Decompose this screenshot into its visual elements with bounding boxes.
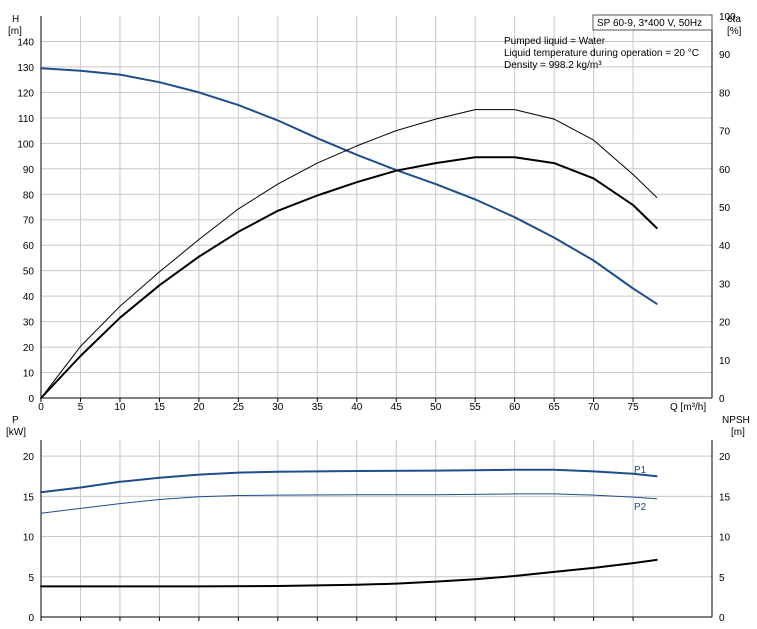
x-tick-label: 20 (193, 402, 205, 413)
eta-tick-label: 10 (719, 356, 731, 367)
top-chart-curves (40, 67, 658, 399)
eta-tick-label: 60 (719, 165, 731, 176)
npsh-curve (40, 558, 658, 588)
npsh-tick-label: 15 (719, 492, 731, 503)
x-tick-label: 75 (627, 402, 639, 413)
power-tick-label: 5 (28, 573, 34, 584)
npsh-axis-unit: [m] (731, 427, 745, 438)
head-curve (40, 67, 658, 305)
x-tick-label: 10 (114, 402, 126, 413)
p2-series-label: P2 (634, 502, 647, 513)
top-right-tick-labels: 0 10 20 30 40 50 60 70 80 90 100 (719, 12, 736, 405)
pump-model-label: SP 60-9, 3*400 V, 50Hz (597, 18, 702, 29)
head-tick-label: 140 (17, 37, 34, 48)
x-tick-label: 70 (588, 402, 600, 413)
eta-tick-label: 80 (719, 88, 731, 99)
npsh-tick-label: 0 (719, 613, 725, 624)
head-tick-label: 10 (23, 369, 35, 380)
power-axis-label: P (12, 415, 19, 426)
liquid-note: Pumped liquid = Water (504, 36, 606, 47)
npsh-tick-label: 10 (719, 533, 731, 544)
npsh-tick-label: 5 (719, 573, 725, 584)
head-tick-label: 80 (23, 190, 35, 201)
x-tick-label: 50 (430, 402, 442, 413)
top-chart-grid (40, 16, 712, 402)
eta-tick-label: 20 (719, 318, 731, 329)
head-tick-label: 130 (17, 63, 34, 74)
power-tick-label: 20 (23, 452, 35, 463)
power-tick-label: 10 (23, 533, 35, 544)
bottom-right-tick-labels: 0 5 10 15 20 (719, 452, 731, 624)
x-tick-label: 0 (38, 402, 44, 413)
x-tick-label: 35 (312, 402, 324, 413)
power-thin-curve (40, 493, 658, 514)
x-tick-label: 40 (351, 402, 363, 413)
flow-axis-label: Q [m³/h] (670, 402, 706, 413)
x-tick-label: 25 (233, 402, 245, 413)
bottom-left-tick-labels: 0 5 10 15 20 (23, 452, 35, 624)
eta-tick-label: 70 (719, 127, 731, 138)
density-note: Density = 998.2 kg/m³ (504, 60, 602, 71)
npsh-axis-label: NPSH (722, 415, 750, 426)
head-tick-label: 120 (17, 88, 34, 99)
eta-tick-label: 0 (719, 394, 725, 405)
x-tick-label: 60 (509, 402, 521, 413)
power-tick-label: 0 (28, 613, 34, 624)
head-tick-label: 100 (17, 139, 34, 150)
x-tick-label: 65 (549, 402, 561, 413)
eta-tick-label: 30 (719, 279, 731, 290)
x-tick-label: 30 (272, 402, 284, 413)
x-tick-label: 15 (154, 402, 166, 413)
eta-tick-label: 90 (719, 50, 731, 61)
head-tick-label: 30 (23, 318, 35, 329)
x-tick-label: 55 (470, 402, 482, 413)
head-tick-label: 90 (23, 165, 35, 176)
temperature-note: Liquid temperature during operation = 20… (504, 48, 699, 59)
head-axis-unit: [m] (8, 26, 22, 37)
x-tick-label: 45 (391, 402, 403, 413)
eta-thin-curve (40, 109, 658, 399)
bottom-chart-curves (40, 468, 658, 588)
eta-tick-label: 40 (719, 241, 731, 252)
power-thick-curve (40, 468, 658, 494)
head-tick-label: 20 (23, 343, 35, 354)
head-axis-label: H (12, 14, 19, 25)
p1-series-label: P1 (634, 465, 647, 476)
power-tick-label: 15 (23, 492, 35, 503)
head-tick-label: 60 (23, 241, 35, 252)
eta-axis-unit: [%] (727, 26, 742, 37)
top-left-tick-labels: 0 10 20 30 40 50 60 70 80 90 100 110 120 130 140 (17, 37, 34, 405)
x-tick-label: 5 (78, 402, 84, 413)
head-tick-label: 40 (23, 292, 35, 303)
eta-tick-label: 100 (719, 12, 736, 23)
power-axis-unit: [kW] (6, 427, 26, 438)
head-tick-label: 50 (23, 267, 35, 278)
pump-info-box (592, 14, 713, 31)
bottom-chart-grid (40, 440, 712, 621)
eta-thick-curve (40, 156, 658, 399)
eta-axis-label: eta (727, 14, 741, 25)
head-tick-label: 70 (23, 216, 35, 227)
head-tick-label: 0 (28, 394, 34, 405)
head-tick-label: 110 (18, 114, 34, 125)
npsh-tick-label: 20 (719, 452, 731, 463)
top-x-tick-labels: 0 5 10 15 20 25 30 35 40 45 50 55 60 65 70 75 (38, 402, 639, 413)
eta-tick-label: 50 (719, 203, 731, 214)
